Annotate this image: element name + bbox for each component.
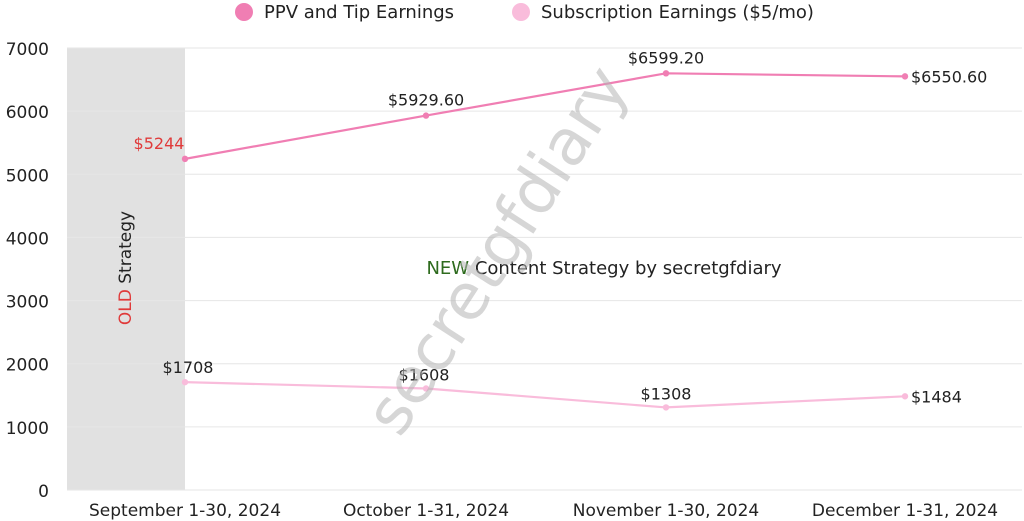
data-label: $1708 [163,358,214,377]
y-tick-label: 1000 [6,419,49,439]
x-axis-ticks: September 1-30, 2024 October 1-31, 2024 No… [89,501,998,521]
data-label: $6599.20 [628,48,704,67]
data-label: $5244 [134,134,185,153]
old-strategy-shade [67,48,185,490]
new-strategy-suffix: Content Strategy by secretgfdiary [469,258,782,279]
x-tick-label: December 1-31, 2024 [812,501,998,521]
data-point [181,378,189,386]
data-label: $1608 [399,365,450,384]
x-tick-label: September 1-30, 2024 [89,501,281,521]
new-strategy-prefix: NEW [426,258,469,279]
y-tick-label: 3000 [6,293,49,313]
x-tick-label: October 1-31, 2024 [343,501,509,521]
y-tick-label: 5000 [6,166,49,186]
y-tick-label: 4000 [6,229,49,249]
legend-label: Subscription Earnings ($5/mo) [541,2,814,23]
x-tick-label: November 1-30, 2024 [573,501,760,521]
legend: PPV and Tip Earnings Subscription Earning… [235,2,814,23]
legend-label: PPV and Tip Earnings [264,2,454,23]
data-point [901,73,909,80]
legend-swatch [235,3,253,21]
legend-swatch [512,3,530,21]
data-point [422,385,430,392]
data-label: $6550.60 [911,67,987,86]
data-label: $1484 [911,387,962,406]
watermark: secretgfdiary [351,53,643,447]
data-point [422,112,430,119]
data-point [901,393,909,400]
old-strategy-label: OLD Strategy [116,211,136,325]
y-tick-label: 7000 [6,40,49,60]
data-point [662,70,670,77]
y-tick-label: 6000 [6,103,49,123]
y-axis-ticks: 0 1000 2000 3000 4000 5000 6000 7000 [6,40,49,502]
old-strategy-prefix: OLD [116,289,136,325]
series-line [184,381,906,409]
data-label: $5929.60 [388,91,464,110]
data-label: $1308 [641,384,692,403]
old-strategy-suffix: Strategy [116,211,136,289]
data-point [662,404,670,411]
y-tick-label: 0 [38,482,49,502]
series-line [184,72,906,160]
grid-lines [67,47,1022,491]
series-group: $5244 $5929.60 $6599.20 $6550.60 $1708 $1608 $… [134,48,987,411]
new-strategy-label: NEW Content Strategy by secretgfdiary [426,258,781,279]
data-point [181,155,189,163]
y-tick-label: 2000 [6,356,49,376]
